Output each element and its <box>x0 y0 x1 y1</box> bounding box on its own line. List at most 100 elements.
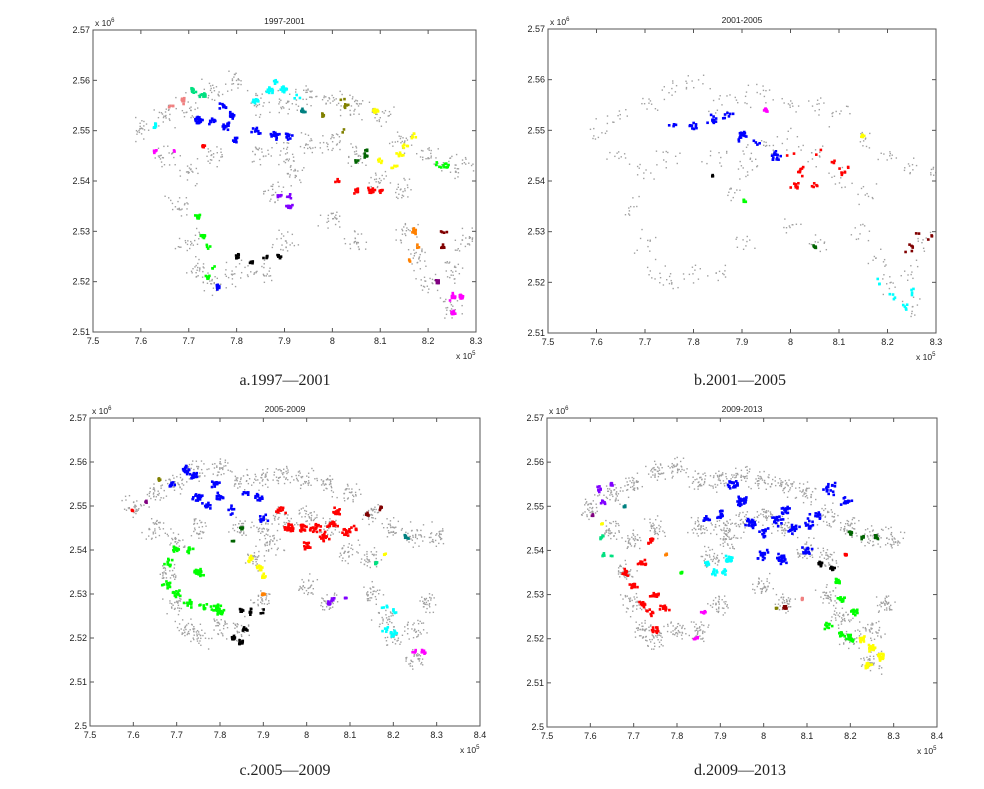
cluster-point <box>270 135 273 138</box>
background-point <box>580 513 583 516</box>
background-point <box>696 478 698 480</box>
background-point <box>618 110 621 112</box>
cluster-point <box>739 136 743 139</box>
background-point <box>629 480 631 482</box>
cluster-point <box>195 121 199 125</box>
background-point <box>658 469 661 471</box>
cluster-point <box>167 563 171 567</box>
background-point <box>685 88 688 90</box>
background-point <box>404 140 406 142</box>
cluster-point <box>187 468 190 471</box>
background-point <box>831 115 834 118</box>
x-tick-label: 7.8 <box>687 337 700 347</box>
background-point <box>162 121 164 123</box>
background-point <box>682 457 685 459</box>
background-point <box>278 229 280 232</box>
background-point <box>354 100 356 103</box>
background-point <box>348 488 350 490</box>
background-point <box>663 531 666 534</box>
background-point <box>199 233 201 235</box>
background-point <box>422 156 424 159</box>
background-point <box>351 98 354 100</box>
background-point <box>260 596 262 599</box>
cluster-point <box>892 297 896 301</box>
background-point <box>286 467 288 469</box>
background-point <box>891 154 893 156</box>
cluster-point <box>380 606 384 610</box>
background-point <box>272 535 274 537</box>
background-point <box>791 102 793 105</box>
background-point <box>299 179 301 181</box>
background-point <box>661 466 663 469</box>
background-point <box>825 248 828 251</box>
cluster-point <box>739 133 743 137</box>
cluster-point <box>241 641 244 644</box>
cluster-point <box>231 115 235 118</box>
background-point <box>269 200 271 202</box>
background-point <box>409 229 411 232</box>
background-point <box>589 503 591 505</box>
background-point <box>889 282 891 284</box>
background-point <box>415 245 418 247</box>
cluster-point <box>279 255 283 258</box>
cluster-point <box>764 107 767 110</box>
background-point <box>377 503 379 506</box>
cluster-point <box>218 497 222 501</box>
background-point <box>831 515 833 518</box>
background-point <box>866 528 869 530</box>
background-point <box>305 589 308 592</box>
background-point <box>899 531 902 533</box>
cluster-point <box>343 596 347 600</box>
background-point <box>231 79 234 82</box>
background-point <box>263 102 265 104</box>
background-point <box>819 151 821 153</box>
background-point <box>277 181 279 183</box>
background-point <box>633 484 635 486</box>
background-point <box>850 522 853 525</box>
cluster-point <box>316 523 320 527</box>
background-point <box>381 616 383 619</box>
background-point <box>231 283 234 285</box>
background-point <box>454 164 456 166</box>
background-point <box>922 247 925 250</box>
background-point <box>232 527 234 530</box>
cluster-point <box>259 612 263 615</box>
background-point <box>188 171 190 174</box>
background-point <box>255 561 257 563</box>
cluster-point <box>221 611 224 614</box>
background-point <box>735 474 737 477</box>
background-point <box>797 105 800 107</box>
background-point <box>657 472 660 475</box>
background-point <box>628 214 631 216</box>
background-point <box>270 198 272 200</box>
background-point <box>132 516 134 519</box>
background-point <box>392 626 395 628</box>
background-point <box>827 510 829 513</box>
background-point <box>416 529 418 531</box>
background-point <box>771 523 774 525</box>
cluster-point <box>290 523 293 527</box>
background-point <box>808 547 811 550</box>
background-point <box>274 516 276 518</box>
background-point <box>715 272 717 274</box>
cluster-point <box>417 246 421 249</box>
background-point <box>138 507 140 510</box>
background-point <box>745 175 747 178</box>
background-point <box>415 631 417 634</box>
background-point <box>322 517 324 519</box>
background-point <box>481 163 482 164</box>
background-point <box>809 555 811 557</box>
background-point <box>824 507 827 510</box>
background-point <box>186 111 188 113</box>
background-point <box>717 476 719 478</box>
background-point <box>330 480 332 483</box>
background-point <box>204 475 206 477</box>
y-tick-label: 2.57 <box>72 25 90 35</box>
cluster-point <box>286 135 290 138</box>
background-point <box>397 520 400 523</box>
cluster-point <box>207 501 210 505</box>
background-point <box>894 538 896 540</box>
background-point <box>300 132 303 134</box>
background-point <box>286 142 288 144</box>
background-point <box>476 174 477 175</box>
